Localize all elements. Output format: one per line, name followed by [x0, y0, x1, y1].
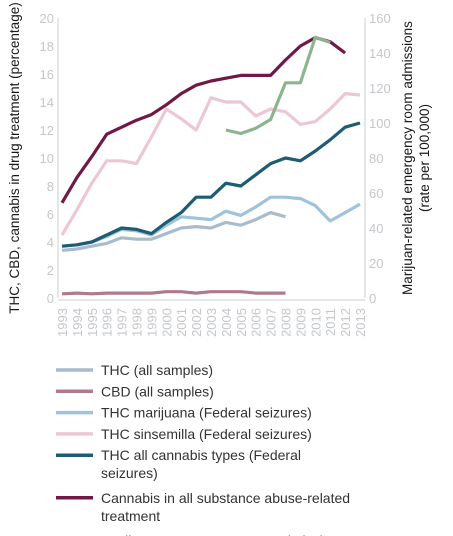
- left-tick-label: 4: [47, 235, 54, 250]
- x-tick-label: 2007: [264, 308, 279, 337]
- series-line: [61, 211, 286, 252]
- left-tick-label: 20: [40, 11, 54, 26]
- series-line: [60, 92, 361, 236]
- legend: THC (all samples) CBD (all samples) THC ma…: [56, 362, 350, 536]
- left-tick-label: 0: [47, 291, 54, 306]
- left-tick-label: 10: [40, 151, 54, 166]
- series-line: [61, 290, 286, 296]
- legend-label: Marijuana emergency room admissions: [101, 532, 345, 536]
- x-tick-label: 1995: [85, 308, 100, 337]
- right-tick-label: 0: [369, 291, 376, 306]
- x-tick-label: 2011: [323, 308, 338, 336]
- left-tick-label: 8: [47, 179, 54, 194]
- x-tick-label: 1999: [144, 308, 159, 337]
- x-tick-label: 2012: [338, 308, 353, 337]
- x-tick-label: 2001: [174, 308, 189, 337]
- series-line: [61, 121, 361, 248]
- x-tick-label: 2006: [249, 308, 264, 337]
- left-tick-label: 14: [40, 95, 54, 110]
- right-tick-label: 160: [369, 11, 391, 26]
- x-tick-label: 2005: [234, 308, 249, 337]
- right-tick-label: 80: [369, 151, 383, 166]
- x-tick-label: 2010: [308, 308, 323, 337]
- left-tick-label: 6: [47, 207, 54, 222]
- right-axis-title-line-2: (rate per 100,000): [417, 104, 432, 212]
- legend-label: THC (all samples): [101, 362, 213, 378]
- series-line: [225, 35, 331, 136]
- left-tick-label: 18: [40, 39, 54, 54]
- series-line: [61, 195, 361, 248]
- legend-label-continued: treatment: [101, 508, 160, 524]
- x-tick-label: 2004: [219, 308, 234, 337]
- legend-label: THC marijuana (Federal seizures): [101, 405, 312, 421]
- legend-label: THC all cannabis types (Federal: [101, 447, 301, 463]
- x-tick-label: 1997: [115, 308, 130, 337]
- x-tick-label: 2003: [204, 308, 219, 337]
- right-axis-title-line-1: Marijuan-related emergency room admissio…: [400, 21, 415, 295]
- x-tick-label: 1996: [100, 308, 115, 337]
- legend-label: THC sinsemilla (Federal seizures): [101, 426, 312, 442]
- x-tick-label: 1994: [70, 308, 85, 337]
- left-tick-label: 2: [47, 263, 54, 278]
- x-tick-label: 2008: [279, 308, 294, 337]
- left-tick-label: 16: [40, 67, 54, 82]
- legend-label-continued: seizures): [101, 465, 158, 481]
- x-tick-label: 2009: [293, 308, 308, 337]
- legend-label: CBD (all samples): [101, 383, 214, 399]
- x-tick-label: 2002: [189, 308, 204, 337]
- right-tick-label: 40: [369, 221, 383, 236]
- x-tick-label: 1998: [130, 308, 145, 337]
- axes: 0246810121416182002040608010012014016019…: [40, 11, 391, 337]
- right-tick-label: 100: [369, 116, 391, 131]
- x-tick-label: 2013: [353, 308, 368, 337]
- legend-label: Cannabis in all substance abuse-related: [101, 490, 350, 506]
- right-tick-label: 120: [369, 81, 391, 96]
- series-lines: [60, 35, 361, 296]
- x-tick-label: 1993: [55, 308, 70, 337]
- right-tick-label: 20: [369, 256, 383, 271]
- left-tick-label: 12: [40, 123, 54, 138]
- right-tick-label: 60: [369, 186, 383, 201]
- series-line: [60, 36, 347, 204]
- right-tick-label: 140: [369, 46, 391, 61]
- x-tick-label: 2000: [159, 308, 174, 337]
- left-axis-title: THC, CBD, cannabis in drug treatment (pe…: [7, 2, 22, 313]
